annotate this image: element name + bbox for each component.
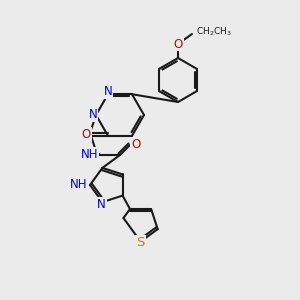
Text: O: O <box>81 128 91 141</box>
Text: N: N <box>97 198 106 211</box>
Text: NH: NH <box>80 148 98 160</box>
Text: S: S <box>136 236 145 249</box>
Text: N: N <box>103 85 112 98</box>
Text: O: O <box>131 137 141 151</box>
Text: CH$_2$CH$_3$: CH$_2$CH$_3$ <box>196 26 232 38</box>
Text: NH: NH <box>70 178 87 191</box>
Text: N: N <box>88 109 98 122</box>
Text: O: O <box>173 38 183 50</box>
